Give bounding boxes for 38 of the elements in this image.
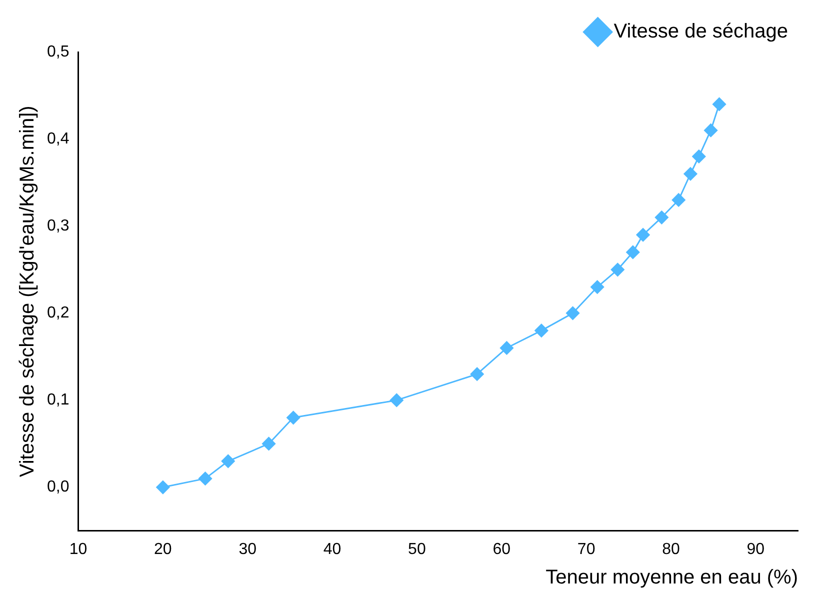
y-axis-title: Vitesse de séchage ([Kgd'eau/KgMs.min]) <box>16 106 39 478</box>
x-tick-label: 50 <box>408 540 426 558</box>
x-tick-label: 20 <box>154 540 172 558</box>
point <box>654 210 668 224</box>
point <box>626 245 640 259</box>
point <box>534 324 548 338</box>
point <box>156 480 170 494</box>
point <box>286 410 300 424</box>
point <box>500 341 514 355</box>
point <box>692 150 706 164</box>
x-tick-label: 10 <box>69 540 88 558</box>
x-tick-label: 90 <box>746 540 765 558</box>
point <box>198 472 212 486</box>
x-tick-label: 40 <box>323 540 342 558</box>
y-tick-label: 0,1 <box>46 392 70 409</box>
point <box>221 454 235 468</box>
x-tick-label: 80 <box>662 540 680 558</box>
point <box>704 124 718 138</box>
y-tick-label: 0,5 <box>46 43 70 60</box>
point <box>262 436 276 450</box>
x-tick-label: 30 <box>238 540 257 558</box>
y-tick-label: 0,4 <box>46 130 70 148</box>
point <box>390 393 404 407</box>
x-axis-title: Teneur moyenne en eau (%) <box>546 566 798 589</box>
y-tick-label: 0,3 <box>46 218 70 235</box>
point <box>684 167 698 181</box>
point <box>610 262 624 276</box>
y-tick-label: 0,0 <box>46 478 70 496</box>
point <box>566 306 580 320</box>
x-tick-label: 60 <box>492 540 511 558</box>
x-tick-label: 70 <box>577 540 596 558</box>
point <box>712 97 726 111</box>
point <box>672 193 686 207</box>
point <box>636 228 650 242</box>
legend-label: Vitesse de séchage <box>614 20 788 43</box>
point <box>590 280 604 294</box>
y-tick-label: 0,2 <box>46 304 70 322</box>
point <box>470 367 484 381</box>
